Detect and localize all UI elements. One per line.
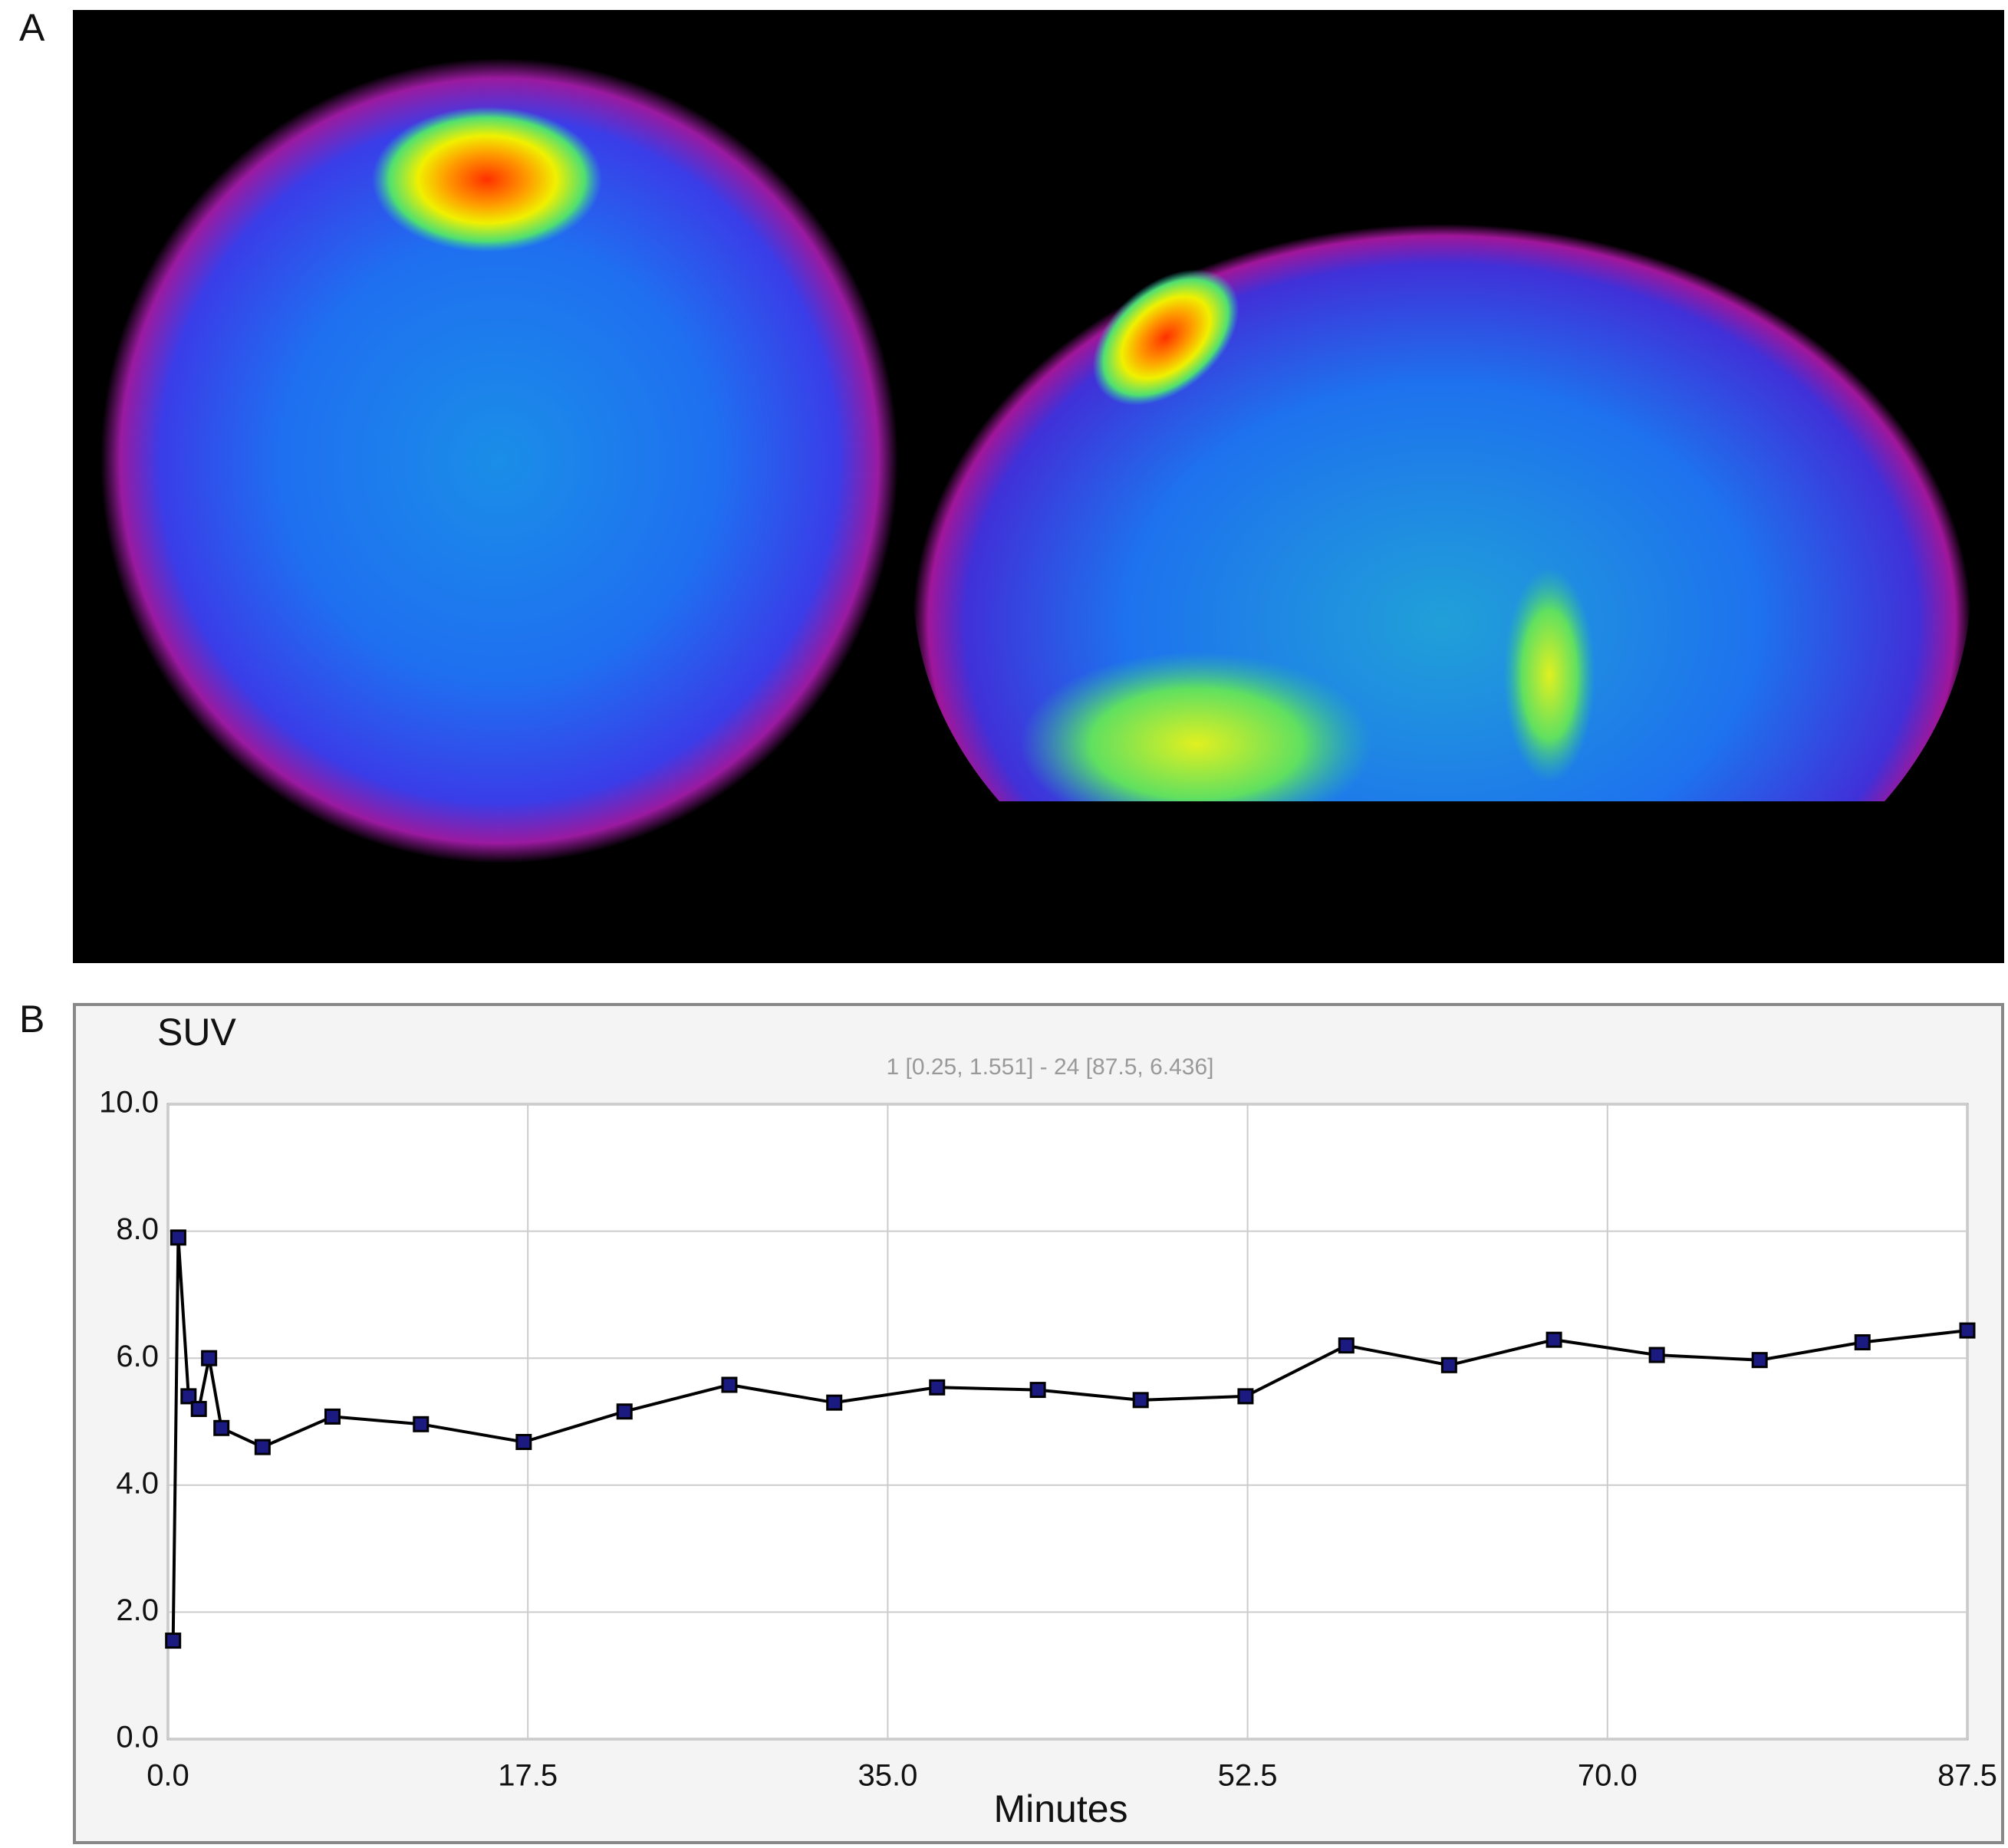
data-point	[929, 1379, 946, 1396]
data-point	[1237, 1388, 1254, 1405]
data-point	[1029, 1382, 1046, 1399]
data-point	[1440, 1356, 1457, 1373]
data-point	[180, 1388, 197, 1405]
y-tick-label: 4.0	[116, 1466, 159, 1500]
y-tick-label: 2.0	[116, 1593, 159, 1627]
data-point	[1648, 1347, 1665, 1363]
data-point	[721, 1376, 738, 1393]
data-point	[1959, 1322, 1976, 1339]
panel-label: A	[19, 6, 45, 49]
data-point	[1132, 1392, 1149, 1409]
data-point	[201, 1350, 218, 1366]
data-point	[324, 1408, 341, 1425]
x-tick-label: 0.0	[146, 1759, 189, 1793]
panel-label: B	[19, 998, 44, 1041]
data-line	[171, 1237, 1968, 1641]
data-point	[165, 1633, 182, 1649]
data-point	[170, 1229, 186, 1246]
x-tick-label: 35.0	[858, 1759, 917, 1793]
x-tick-label: 70.0	[1578, 1759, 1638, 1793]
x-tick-label: 87.5	[1937, 1759, 1997, 1793]
chart-title: SUV	[157, 1011, 236, 1054]
y-tick-label: 0.0	[116, 1721, 159, 1754]
data-point	[190, 1400, 207, 1417]
data-point	[213, 1419, 230, 1436]
x-axis-label: Minutes	[993, 1787, 1127, 1830]
y-tick-label: 10.0	[99, 1086, 159, 1120]
x-tick-label: 52.5	[1218, 1759, 1278, 1793]
data-point	[413, 1416, 430, 1432]
data-point	[1338, 1337, 1355, 1354]
plot-area	[166, 1103, 1969, 1741]
data-point	[1546, 1331, 1562, 1348]
annotation: 1 [0.25, 1.551] - 24 [87.5, 6.436]	[887, 1054, 1214, 1080]
data-point	[515, 1433, 532, 1450]
data-point	[616, 1403, 633, 1420]
data-point	[254, 1439, 271, 1455]
data-point	[1751, 1352, 1768, 1369]
data-point	[1854, 1334, 1871, 1350]
y-tick-label: 6.0	[116, 1340, 159, 1373]
x-tick-label: 17.5	[498, 1759, 558, 1793]
data-point	[826, 1394, 843, 1411]
pet-image	[73, 10, 2004, 963]
y-tick-label: 8.0	[116, 1212, 159, 1246]
